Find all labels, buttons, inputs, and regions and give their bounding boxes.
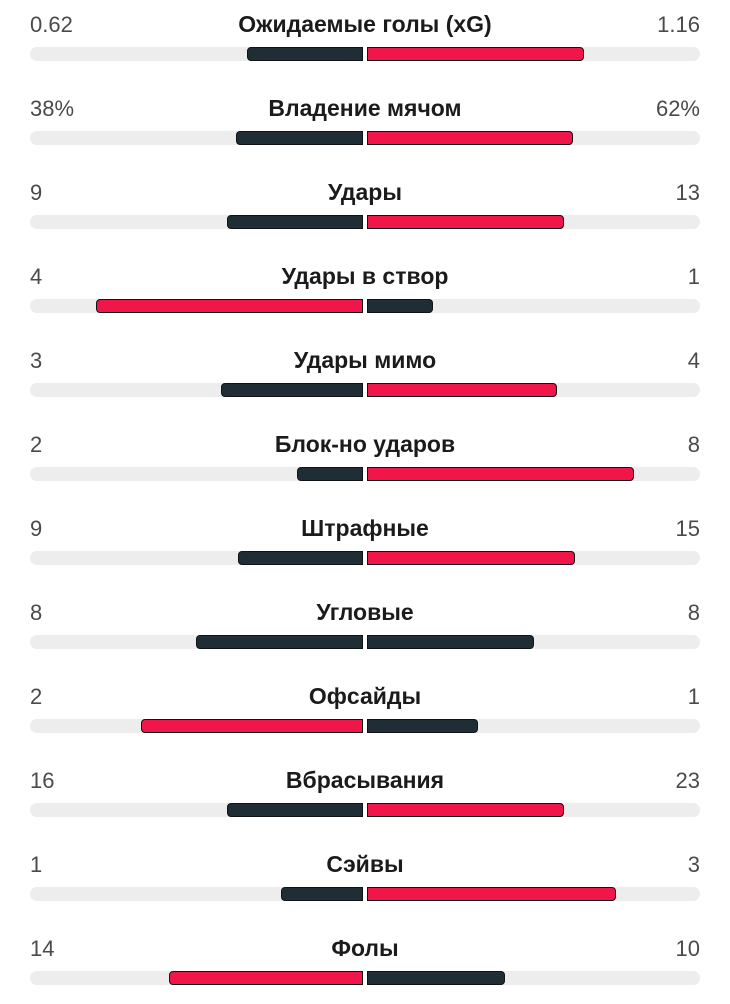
away-bar-fill	[367, 971, 505, 985]
away-bar-fill	[367, 467, 634, 481]
home-bar-track	[30, 467, 363, 481]
away-value: 1	[687, 684, 700, 709]
stat-row: 9 Удары 13	[0, 170, 730, 230]
away-bar-fill	[367, 215, 564, 229]
away-bar-fill	[367, 383, 557, 397]
home-bar-fill	[281, 887, 363, 901]
stat-row: 1 Сэйвы 3	[0, 842, 730, 902]
stat-label: Сэйвы	[326, 851, 404, 877]
stat-label: Угловые	[316, 599, 414, 625]
stat-label: Удары мимо	[293, 347, 437, 373]
stat-row: 4 Удары в створ 1	[0, 254, 730, 314]
home-value: 4	[30, 264, 43, 289]
stat-label: Фолы	[331, 935, 399, 961]
home-value: 8	[30, 600, 43, 625]
home-bar-fill	[196, 635, 363, 649]
away-bar-fill	[367, 47, 584, 61]
home-bar-fill	[297, 467, 363, 481]
home-value: 16	[30, 768, 55, 793]
home-value: 2	[30, 684, 43, 709]
stat-label: Вбрасывания	[285, 767, 445, 793]
away-bar-fill	[367, 131, 573, 145]
home-bar-fill	[247, 47, 363, 61]
home-bar-track	[30, 887, 363, 901]
away-value: 1	[687, 264, 700, 289]
away-value: 15	[675, 516, 700, 541]
stat-row: 3 Удары мимо 4	[0, 338, 730, 398]
stat-row: 0.62 Ожидаемые голы (xG) 1.16	[0, 2, 730, 62]
home-value: 9	[30, 516, 43, 541]
home-value: 2	[30, 432, 43, 457]
stat-label: Владение мячом	[268, 95, 462, 121]
stat-row: 2 Блок-но ударов 8	[0, 422, 730, 482]
home-bar-fill	[238, 551, 363, 565]
away-value: 1.16	[657, 12, 700, 37]
stat-row: 14 Фолы 10	[0, 926, 730, 986]
stat-row: 2 Офсайды 1	[0, 674, 730, 734]
home-bar-fill	[96, 299, 363, 313]
home-bar-fill	[221, 383, 363, 397]
stat-row: 38% Владение мячом 62%	[0, 86, 730, 146]
away-value: 23	[675, 768, 700, 793]
home-value: 0.62	[30, 12, 73, 37]
stat-label: Удары	[328, 179, 402, 205]
home-bar-fill	[227, 803, 363, 817]
away-value: 4	[687, 348, 700, 373]
away-bar-fill	[367, 719, 478, 733]
home-value: 1	[30, 852, 43, 877]
away-bar-fill	[367, 299, 433, 313]
home-bar-fill	[141, 719, 363, 733]
stat-label: Удары в створ	[281, 263, 449, 289]
away-value: 3	[687, 852, 700, 877]
home-value: 9	[30, 180, 43, 205]
home-value: 14	[30, 936, 55, 961]
stat-label: Ожидаемые голы (xG)	[238, 11, 492, 37]
home-value: 3	[30, 348, 43, 373]
home-bar-fill	[227, 215, 363, 229]
stat-row: 9 Штрафные 15	[0, 506, 730, 566]
away-bar-fill	[367, 551, 575, 565]
home-bar-fill	[169, 971, 363, 985]
away-value: 8	[687, 432, 700, 457]
stat-row: 8 Угловые 8	[0, 590, 730, 650]
stat-label: Штрафные	[301, 515, 429, 541]
away-value: 8	[687, 600, 700, 625]
away-value: 10	[675, 936, 700, 961]
away-value: 62%	[655, 96, 700, 121]
home-bar-fill	[236, 131, 363, 145]
stat-label: Офсайды	[308, 683, 422, 709]
stat-row: 16 Вбрасывания 23	[0, 758, 730, 818]
away-bar-fill	[367, 887, 616, 901]
away-bar-fill	[367, 635, 534, 649]
away-bar-fill	[367, 803, 564, 817]
stat-label: Блок-но ударов	[274, 431, 456, 457]
away-bar-track	[367, 299, 700, 313]
home-value: 38%	[30, 96, 75, 121]
away-value: 13	[675, 180, 700, 205]
